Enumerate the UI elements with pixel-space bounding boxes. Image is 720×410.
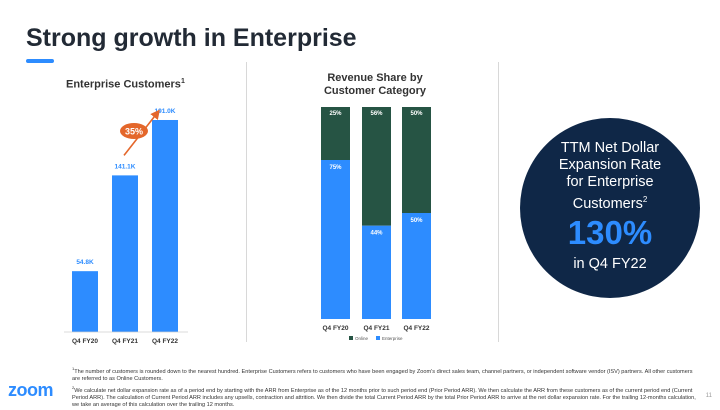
online-segment-q4-fy21 (362, 107, 391, 226)
online-share-label: 25% (329, 111, 342, 117)
footnote-2-text: We calculate net dollar expansion rate a… (72, 387, 696, 409)
enterprise-share-label: 44% (370, 231, 383, 237)
footnote-1-number: 1 (72, 366, 75, 371)
enterprise-segment-q4-fy21 (362, 225, 391, 319)
footnote-1-text: The number of customers is rounded down … (72, 368, 693, 383)
online-share-label: 50% (410, 111, 423, 117)
footnote-2: 2We calculate net dollar expansion rate … (72, 384, 702, 410)
footnote-1: 1The number of customers is rounded down… (72, 365, 702, 384)
customers-bar-q4-fy21 (112, 175, 138, 332)
share-category-label: Q4 FY20 (322, 325, 348, 332)
online-segment-q4-fy20 (321, 107, 350, 160)
callout-line-3: for Enterprise (566, 174, 654, 190)
customers-bar-q4-fy20 (72, 271, 98, 332)
revenue-share-title-line-2: Customer Category (323, 85, 427, 97)
growth-badge (120, 123, 148, 139)
revenue-share-title-line-1: Revenue Share by (327, 72, 423, 84)
legend-label-enterprise: Enterprise (382, 336, 403, 341)
title-accent-bar (26, 59, 54, 63)
callout-label: TTM Net Dollar Expansion Rate for Enterp… (520, 140, 700, 213)
divider-right (498, 62, 499, 342)
net-dollar-expansion-callout: TTM Net Dollar Expansion Rate for Enterp… (520, 118, 700, 298)
footnote-ref-2: 2 (642, 195, 648, 204)
customers-category-label: Q4 FY20 (72, 338, 98, 345)
callout-line-4-text: Customers (572, 195, 643, 212)
zoom-logo: zoom (8, 380, 54, 400)
enterprise-share-label: 75% (329, 165, 342, 171)
callout-value: 130% (567, 214, 653, 251)
legend-swatch-online (349, 336, 353, 340)
footnotes: 1The number of customers is rounded down… (72, 365, 702, 410)
online-segment-q4-fy22 (402, 107, 431, 213)
customers-value-label: 54.8K (76, 259, 94, 266)
revenue-share-title: Revenue Share by Customer Category (300, 72, 450, 98)
enterprise-segment-q4-fy22 (402, 213, 431, 319)
divider-left (246, 62, 247, 342)
customers-value-label: 141.1K (115, 163, 136, 170)
callout-line-4: Customers2 (520, 191, 700, 213)
legend-swatch-enterprise (376, 336, 380, 340)
share-category-label: Q4 FY22 (403, 325, 429, 332)
page-number: 11 (705, 393, 712, 399)
online-share-label: 56% (370, 111, 383, 117)
share-category-label: Q4 FY21 (363, 325, 389, 332)
callout-line-1: TTM Net Dollar (560, 140, 660, 156)
legend-label-online: Online (355, 336, 369, 341)
growth-badge-label: 35% (125, 127, 143, 137)
enterprise-segment-q4-fy20 (321, 160, 350, 319)
footnote-ref-1: 1 (180, 78, 185, 85)
enterprise-share-label: 50% (410, 218, 423, 224)
footnote-2-number: 2 (72, 384, 75, 390)
customers-bar-q4-fy22 (152, 119, 178, 333)
enterprise-customers-title: Enterprise Customers1 (66, 78, 185, 91)
enterprise-customers-title-text: Enterprise Customers (66, 78, 181, 91)
page-title: Strong growth in Enterprise (26, 24, 357, 52)
callout-line-2: Expansion Rate (558, 157, 662, 173)
customers-value-label: 191.0K (155, 108, 176, 115)
customers-category-label: Q4 FY22 (152, 338, 178, 345)
customers-category-label: Q4 FY21 (112, 338, 138, 345)
callout-period: in Q4 FY22 (573, 256, 647, 272)
